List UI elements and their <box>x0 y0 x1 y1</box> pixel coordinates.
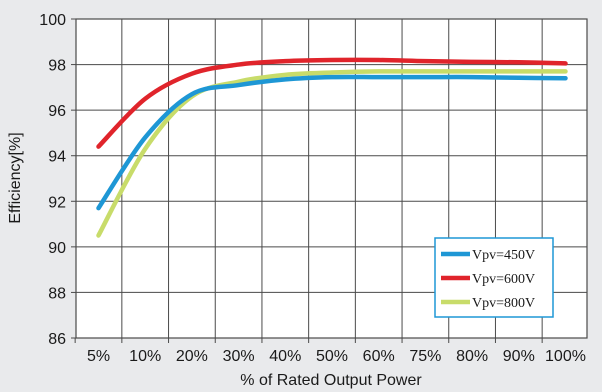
y-tick-label: 98 <box>48 58 66 75</box>
x-axis-title: % of Rated Output Power <box>240 372 422 389</box>
series-lines <box>96 57 568 238</box>
y-tick-label: 100 <box>39 12 66 29</box>
x-tick-label: 10% <box>129 348 161 365</box>
x-tick-label: 100% <box>545 348 586 365</box>
y-tick-label: 90 <box>48 240 66 257</box>
x-tick-label: 90% <box>503 348 535 365</box>
y-tick-labels: 86 88 90 92 94 96 98 100 <box>39 12 66 348</box>
x-tick-label: 50% <box>316 348 348 365</box>
legend-label: Vpv=800V <box>472 296 535 311</box>
x-tick-label: 40% <box>269 348 301 365</box>
y-tick-label: 96 <box>48 103 66 120</box>
x-tick-label: 80% <box>456 348 488 365</box>
x-tick-labels: 5% 10% 20% 30% 40% 50% 60% 75% 80% 90% 100% <box>87 348 586 365</box>
series-line-vpv-450v <box>96 74 568 211</box>
x-tick-label: 60% <box>363 348 395 365</box>
y-tick-label: 86 <box>48 331 66 348</box>
y-axis-title: Efficiency[%] <box>7 132 24 223</box>
x-tick-label: 5% <box>87 348 110 365</box>
y-tick-label: 94 <box>48 149 66 166</box>
legend: Vpv=450V Vpv=600V Vpv=800V <box>434 237 554 318</box>
legend-label: Vpv=600V <box>472 272 535 287</box>
y-tick-label: 92 <box>48 194 66 211</box>
y-tick-label: 88 <box>48 285 66 302</box>
series-line-vpv-800v <box>96 69 568 238</box>
grid <box>71 18 587 343</box>
x-tick-label: 75% <box>409 348 441 365</box>
x-tick-label: 20% <box>176 348 208 365</box>
series-line-vpv-600v <box>96 57 568 149</box>
x-tick-label: 30% <box>223 348 255 365</box>
legend-label: Vpv=450V <box>472 248 535 263</box>
